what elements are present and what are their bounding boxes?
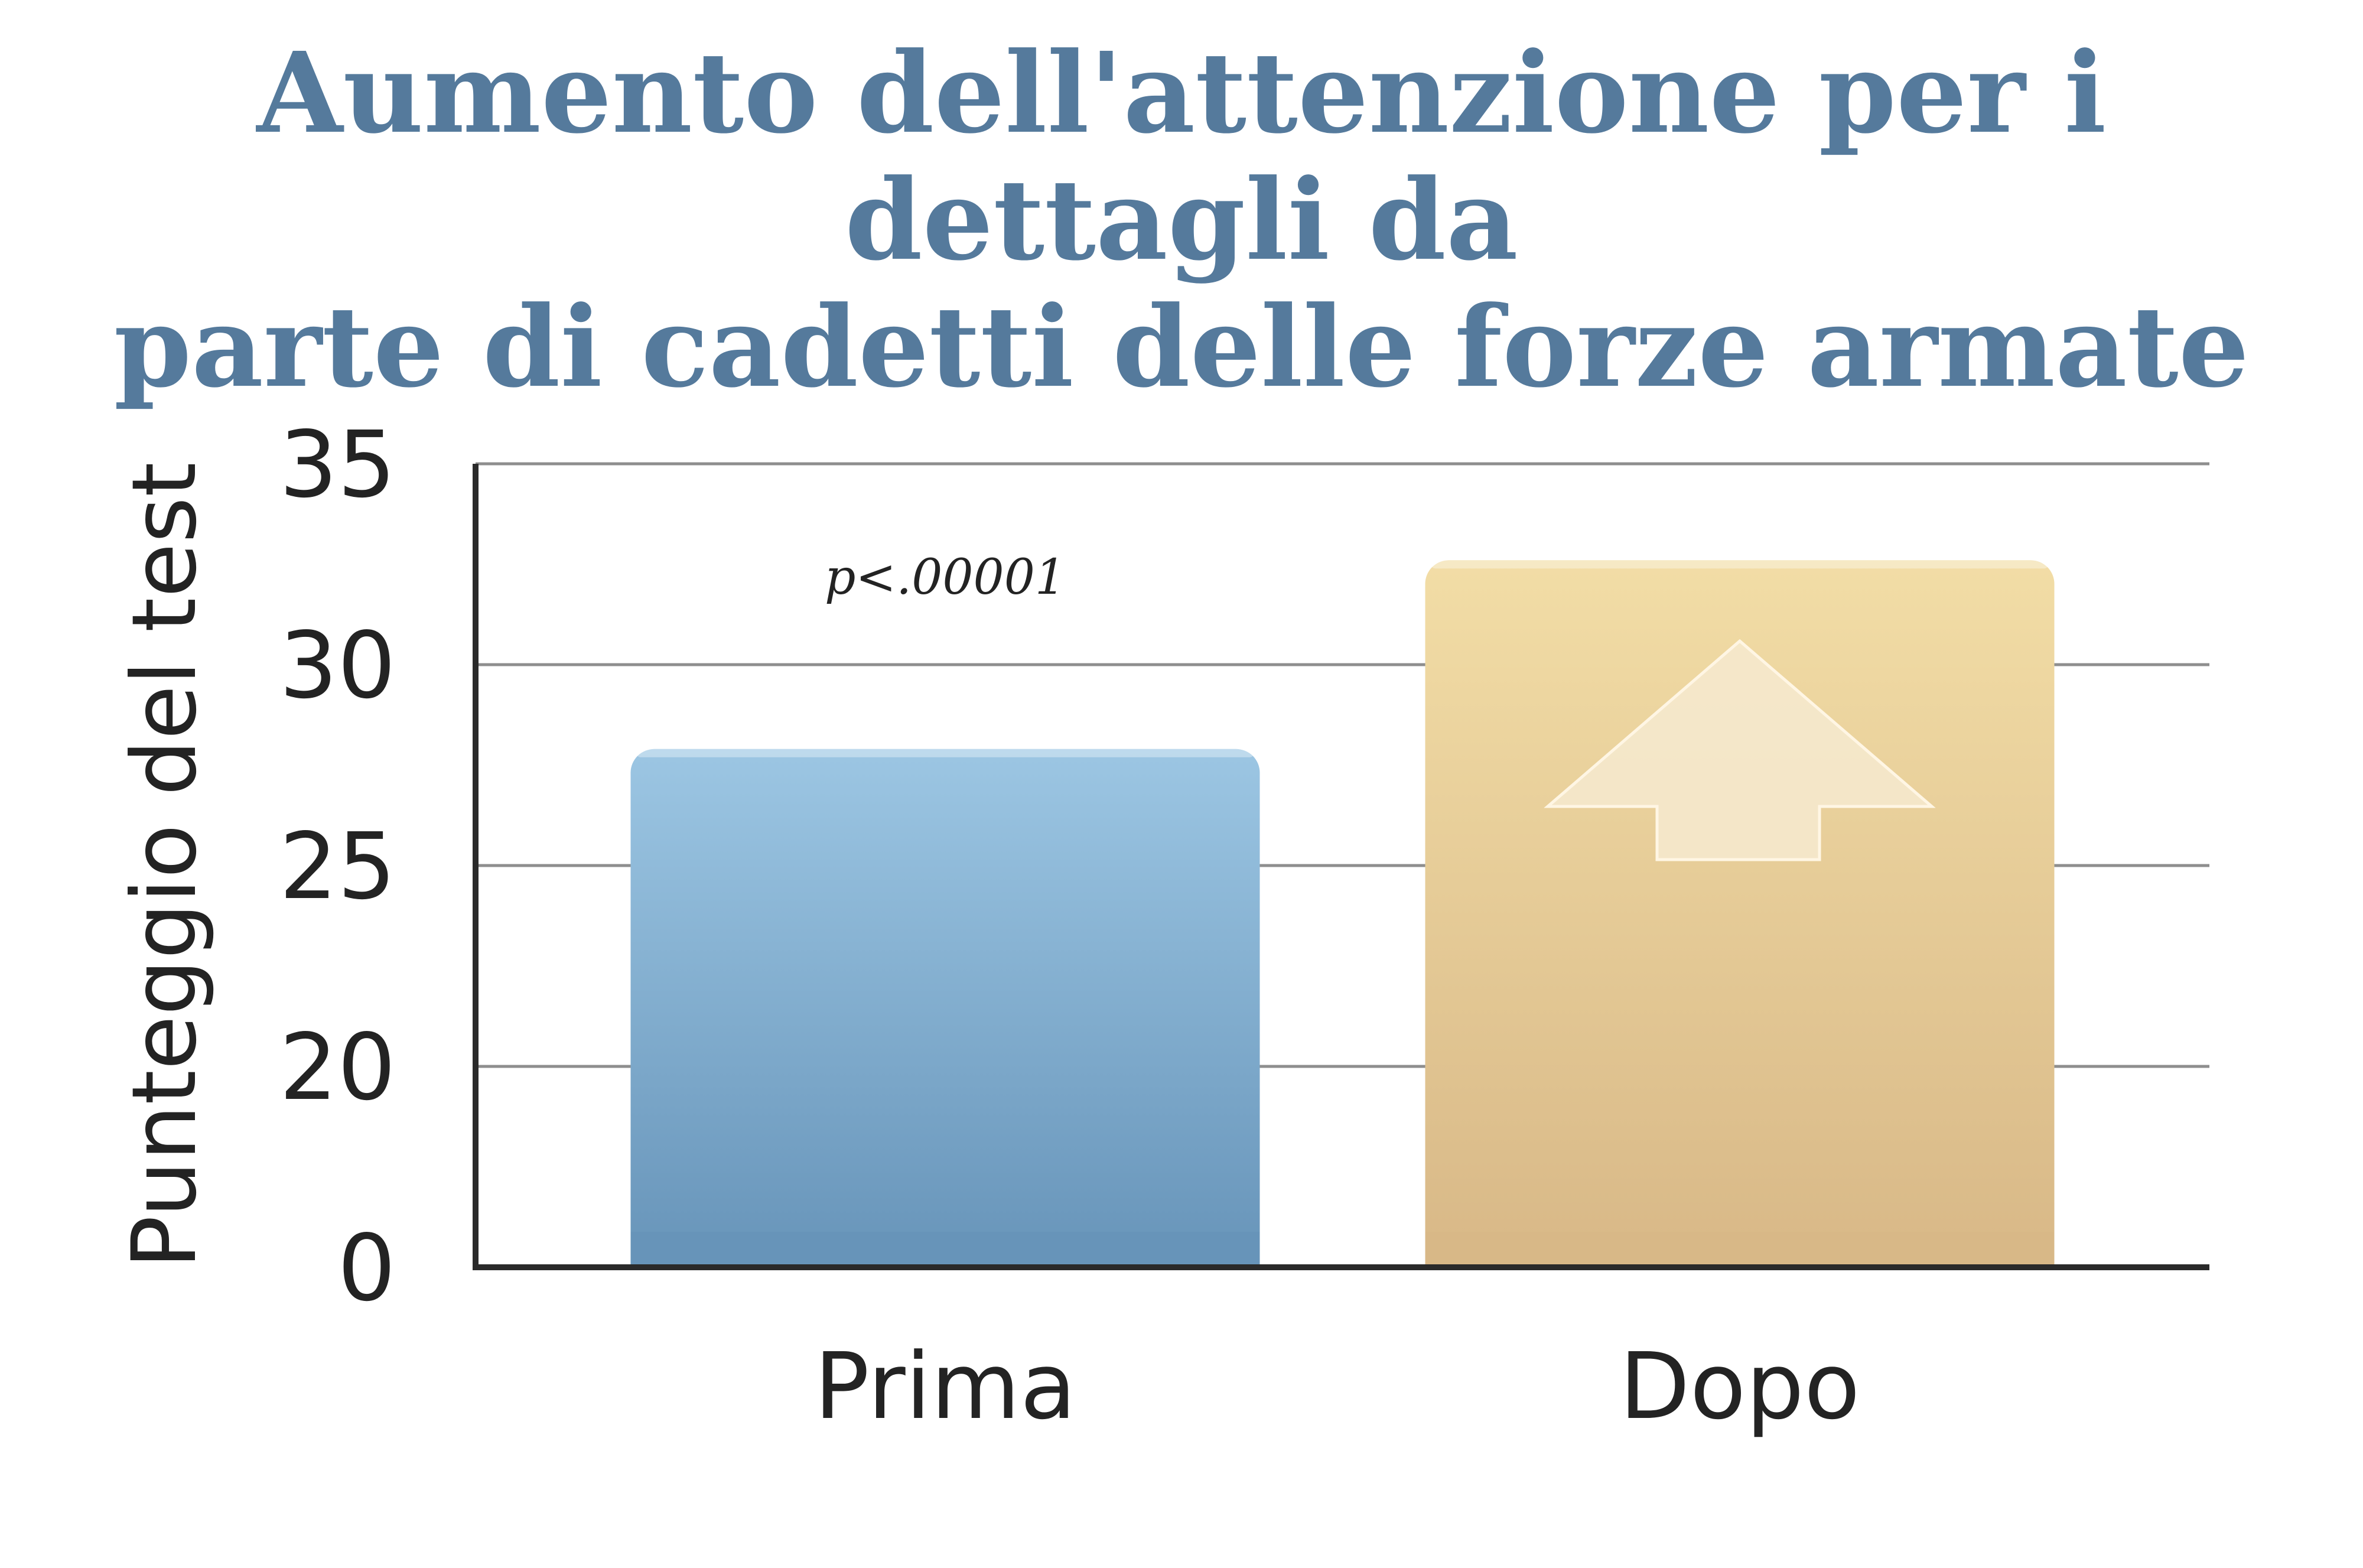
- x-tick-label: Prima: [814, 1333, 1076, 1440]
- significance-annotation: p<.00001: [825, 549, 1066, 606]
- bar-highlight: [636, 749, 1254, 757]
- up-arrow-icon: [1544, 639, 1936, 861]
- bar-base: [630, 1232, 1260, 1267]
- chart-title-line-1: Aumento dell'attenzione per i dettagli d…: [256, 28, 2107, 285]
- bar-dopo: [1425, 560, 2055, 1268]
- chart-title-line-2: parte di cadetti delle forze armate: [113, 282, 2250, 412]
- y-axis-label: Punteggio del test: [113, 462, 216, 1269]
- y-tick-label: 30: [279, 612, 396, 719]
- y-tick-label: 25: [279, 813, 396, 920]
- bar-highlight: [1431, 560, 2049, 569]
- bar-base: [1425, 1232, 2055, 1267]
- y-tick-label: 35: [279, 411, 396, 518]
- x-tick-label: Dopo: [1619, 1333, 1860, 1440]
- bar-prima: [630, 749, 1260, 1267]
- chart-title: Aumento dell'attenzione per i dettagli d…: [0, 30, 2363, 411]
- y-tick-label: 20: [279, 1014, 396, 1121]
- y-tick-label: 0: [337, 1215, 396, 1322]
